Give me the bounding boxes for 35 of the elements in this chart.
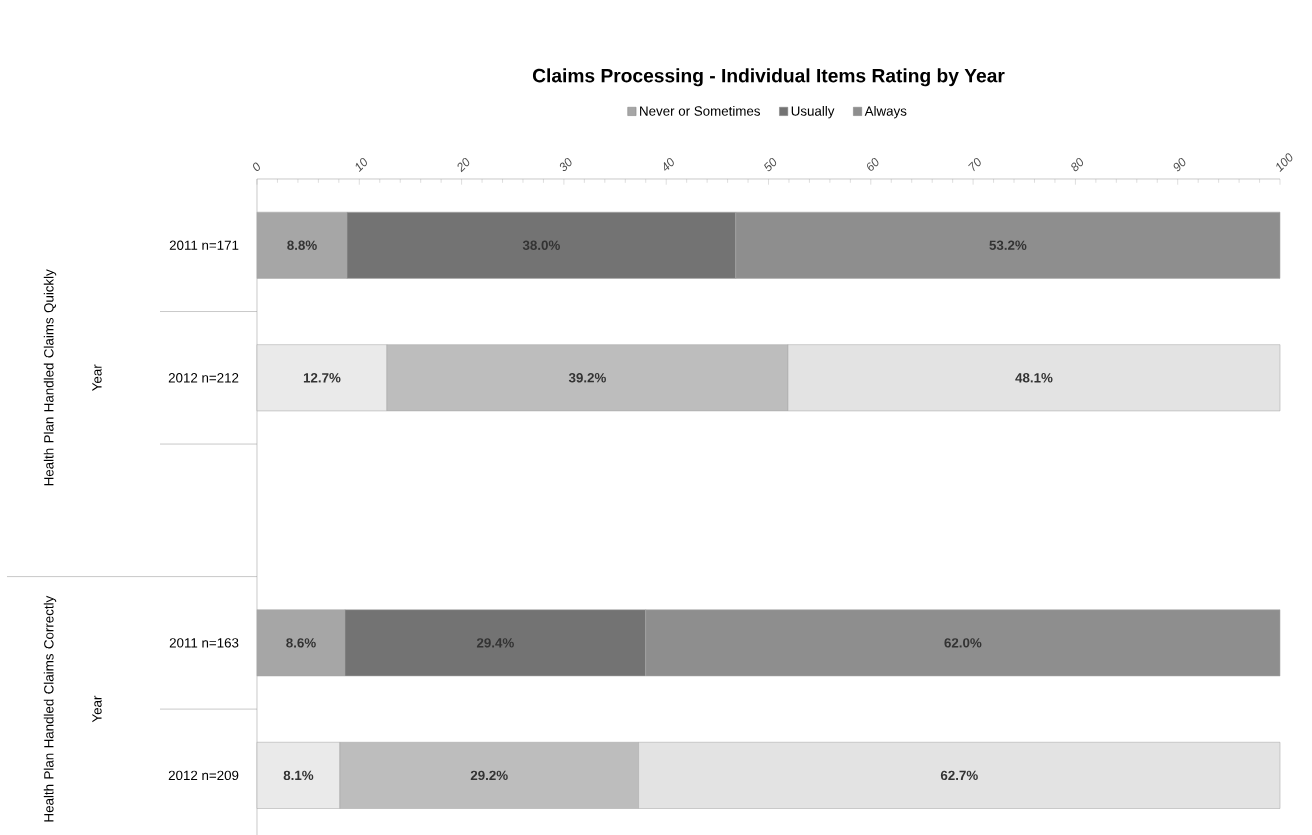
x-tick-label: 0 (253, 162, 260, 172)
x-tick-label: 70 (968, 157, 981, 172)
legend-label: Usually (791, 105, 835, 119)
x-tick-label: 100 (1276, 153, 1293, 173)
data-label: 38.0% (522, 240, 560, 250)
y-tick-label: 2011 n=171 (169, 240, 239, 250)
data-label: 8.8% (287, 240, 317, 250)
data-label: 62.7% (940, 770, 978, 781)
y-tick-label: 2012 n=212 (168, 373, 239, 383)
x-tick-label: 50 (764, 157, 777, 172)
chart-title: Claims Processing - Individual Items Rating by Year (532, 68, 1005, 87)
data-label: 39.2% (568, 373, 606, 383)
x-tick-label: 60 (867, 157, 879, 171)
x-tick-label: 10 (355, 157, 367, 173)
y-tick-label: 2011 n=163 (169, 638, 239, 648)
data-label: 8.6% (286, 638, 316, 648)
data-label: 48.1% (1015, 373, 1053, 383)
legend-label: Always (864, 105, 907, 119)
data-label: 29.2% (470, 770, 508, 781)
data-label: 12.7% (303, 373, 341, 383)
x-tick-label: 90 (1173, 157, 1186, 172)
x-tick-label: 80 (1071, 157, 1084, 172)
x-tick-label: 20 (457, 157, 470, 173)
data-label: 62.0% (944, 638, 982, 648)
data-label: 53.2% (989, 240, 1027, 250)
text: Health Plan Handled Claims Correctly (43, 595, 57, 822)
text: Year (92, 695, 102, 723)
text: Year (92, 364, 102, 391)
x-tick-label: 30 (559, 157, 572, 172)
data-label: 29.4% (476, 638, 514, 648)
y-tick-label: 2012 n=209 (168, 770, 239, 781)
x-tick-label: 40 (663, 157, 674, 171)
data-label: 8.1% (283, 770, 314, 781)
text: Health Plan Handled Claims Quickly (43, 269, 57, 486)
legend-label: Never or Sometimes (640, 105, 761, 116)
